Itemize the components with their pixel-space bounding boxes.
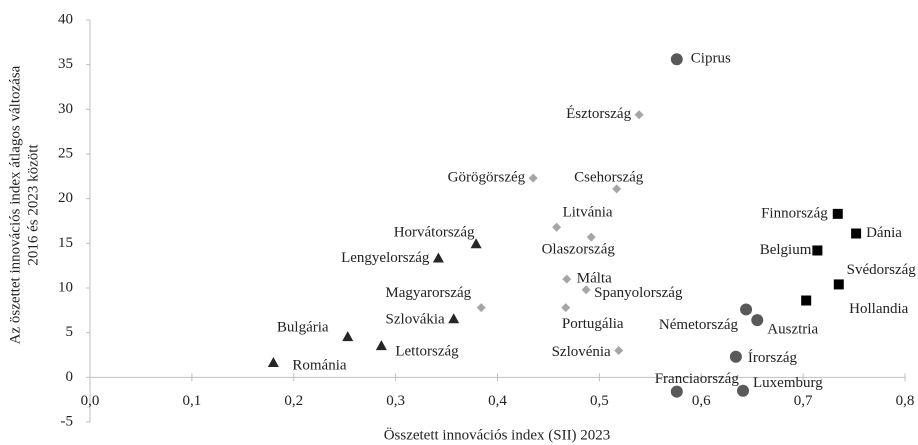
x-tick-label: 0,3	[386, 393, 405, 409]
point	[470, 238, 482, 249]
point-label: Észtország	[566, 105, 631, 122]
y-tick-label: 35	[58, 56, 73, 72]
point	[670, 385, 683, 398]
point-label: Horvátország	[394, 225, 475, 241]
point-label: Csehország	[574, 169, 644, 185]
point	[586, 232, 596, 242]
point	[375, 340, 387, 351]
point	[552, 222, 562, 232]
point-label: Olaszország	[542, 242, 616, 258]
y-axis-label: Az öszettet innovációs index átlagos vál…	[7, 65, 23, 344]
y-tick-label: 25	[58, 145, 73, 161]
point-label: Ausztria	[767, 322, 818, 338]
y-tick-label: 20	[58, 190, 73, 206]
point	[614, 346, 624, 356]
point-label: Lettország	[395, 344, 459, 360]
point	[740, 303, 753, 316]
point	[581, 285, 591, 295]
point-label: Lengyelország	[341, 250, 430, 266]
x-tick-label: 0,1	[183, 393, 202, 409]
point	[476, 303, 486, 313]
point	[528, 173, 538, 183]
x-tick-label: 0,6	[692, 393, 711, 409]
point-label: Ciprus	[691, 51, 731, 67]
y-tick-label: 40	[58, 11, 73, 27]
x-tick-label: 0,2	[284, 393, 303, 409]
point-label: Szlovénia	[552, 344, 611, 360]
x-tick-label: 0,4	[488, 393, 507, 409]
point-label: Hollandia	[849, 301, 908, 317]
point	[432, 252, 444, 263]
y-tick-label: 15	[58, 235, 73, 251]
x-tick-label: 0,7	[794, 393, 813, 409]
point-label: Spanyolország	[594, 285, 683, 301]
point	[561, 303, 571, 313]
y-tick-label: 10	[58, 279, 73, 295]
x-tick-label: 0,8	[896, 393, 915, 409]
point	[751, 314, 764, 327]
point	[448, 313, 460, 324]
point-label: Belgium	[760, 242, 812, 258]
x-axis-label: Összetett innovációs index (SII) 2023	[384, 426, 611, 443]
y-tick-label: -5	[61, 413, 74, 429]
y-tick-label: 0	[66, 369, 74, 385]
point	[851, 228, 862, 239]
point	[812, 245, 823, 256]
point	[612, 184, 622, 194]
y-axis-label-group: Az öszettet innovációs index átlagos vál…	[7, 65, 41, 344]
point-label: Görögörszég	[448, 170, 526, 186]
point-label: Románia	[292, 357, 346, 373]
point-label: Svédország	[847, 262, 917, 278]
point	[832, 208, 843, 219]
point-label: Litvánia	[563, 205, 613, 221]
point	[562, 274, 572, 284]
point-label: Bulgária	[277, 320, 329, 336]
point	[670, 53, 683, 66]
point	[833, 279, 844, 290]
point	[267, 357, 279, 368]
point-label: Portugália	[562, 316, 624, 332]
point-label: Málta	[577, 271, 612, 287]
point-label: Magyarország	[385, 285, 471, 301]
point-label: Írország	[748, 349, 798, 366]
point-label: Finnország	[761, 205, 828, 221]
point	[801, 295, 812, 306]
point	[729, 350, 742, 363]
x-tick-label: 0,5	[590, 393, 609, 409]
y-tick-label: 30	[58, 101, 73, 117]
point-label: Dánia	[866, 225, 902, 241]
point	[634, 110, 644, 120]
point-label: Szlovákia	[386, 312, 445, 328]
y-axis-label: 2016 és 2023 között	[25, 144, 41, 266]
point	[737, 384, 750, 397]
point-label: Németország	[659, 317, 739, 333]
x-tick-label: 0,0	[81, 393, 100, 409]
point-label: Luxemburg	[753, 375, 823, 391]
point-label: Franciaország	[655, 371, 740, 387]
y-tick-label: 5	[66, 324, 74, 340]
point	[342, 331, 354, 342]
